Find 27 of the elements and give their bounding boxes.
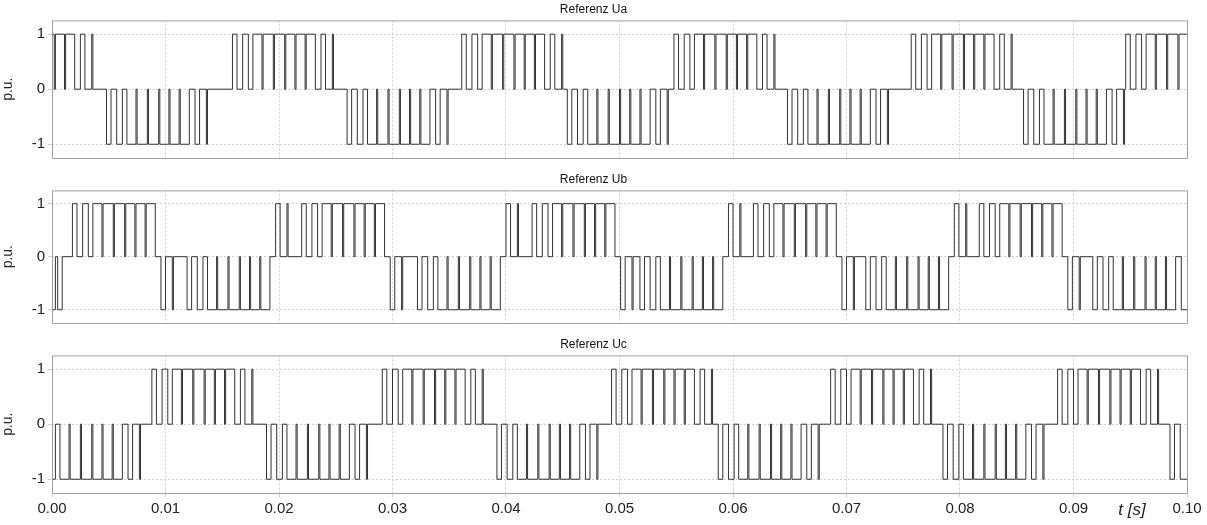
x-axis-title: t [s]	[1118, 499, 1147, 519]
y-tick-label: 0	[36, 414, 45, 432]
chart-title: Referenz Uc	[560, 336, 627, 351]
x-tick-label: 0.04	[491, 499, 521, 517]
x-tick-label: 0.01	[150, 499, 181, 517]
y-axis-title: p.u.	[0, 245, 16, 269]
x-tick-label: 0.05	[604, 499, 635, 517]
y-tick-label: 0	[36, 79, 45, 97]
x-tick-label: 0.08	[945, 499, 975, 517]
y-tick-label: -1	[31, 469, 45, 487]
chart-title: Referenz Ua	[559, 1, 628, 16]
x-tick-label: 0.02	[264, 499, 294, 517]
y-tick-label: 0	[36, 246, 45, 264]
y-tick-label: -1	[31, 299, 45, 317]
y-tick-label: 1	[36, 359, 45, 377]
y-axis-title: p.u.	[0, 412, 16, 436]
x-tick-label: 0.00	[37, 499, 67, 517]
y-axis-title: p.u.	[0, 77, 16, 101]
chart-title: Referenz Ub	[559, 171, 628, 186]
y-tick-label: 1	[36, 193, 45, 211]
x-tick-label: 0.07	[831, 499, 862, 517]
x-tick-label: 0.09	[1058, 499, 1089, 517]
x-tick-label: 0.06	[718, 499, 748, 517]
y-tick-label: 1	[36, 24, 45, 42]
x-tick-label: 0.10	[1172, 499, 1202, 517]
x-tick-label: 0.03	[377, 499, 408, 517]
y-tick-label: -1	[31, 134, 45, 152]
